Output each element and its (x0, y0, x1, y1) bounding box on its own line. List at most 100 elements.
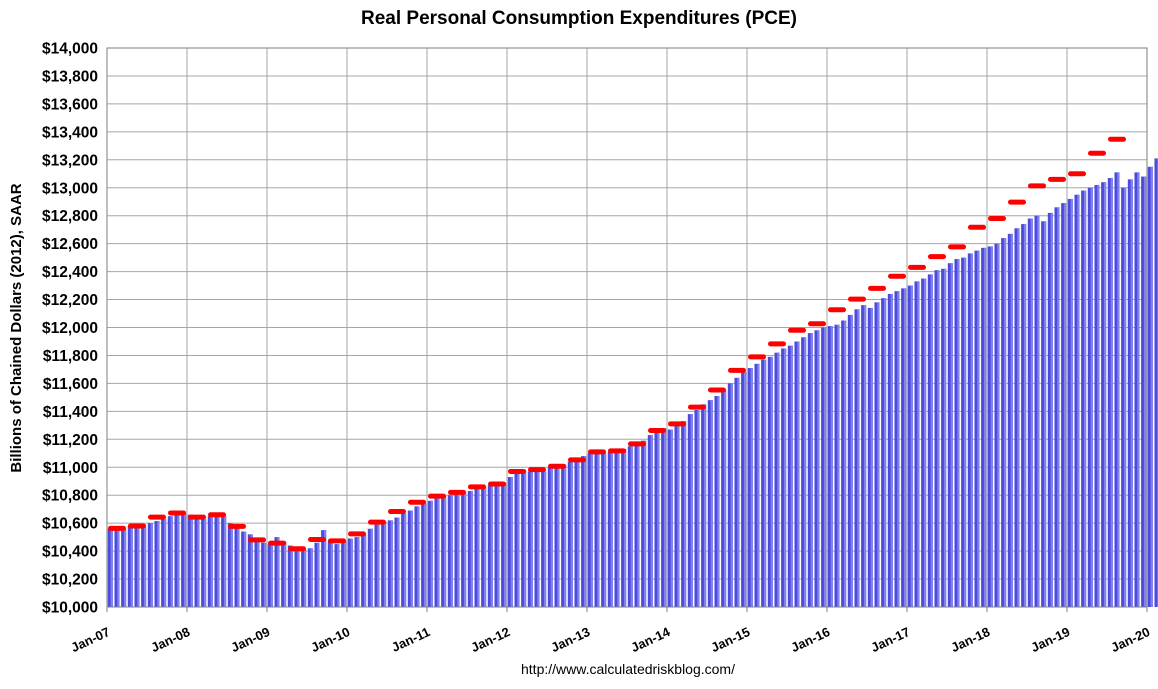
bar (687, 414, 693, 607)
quarterly-marker (788, 327, 806, 333)
bar (654, 430, 660, 607)
quarterly-markers (108, 136, 1126, 552)
bar (947, 263, 953, 607)
bar (434, 497, 440, 607)
quarterly-marker (1088, 150, 1106, 156)
y-tick-label: $11,600 (43, 376, 98, 393)
bar (981, 247, 987, 607)
bar (1047, 212, 1053, 607)
quarterly-marker (428, 493, 446, 499)
y-axis-label: Billions of Chained Dollars (2012), SAAR (8, 183, 25, 472)
y-tick-label: $11,000 (43, 460, 98, 477)
bar (767, 356, 773, 607)
quarterly-marker (548, 463, 566, 469)
bar (854, 309, 860, 607)
bar-series-monthly (107, 158, 1158, 608)
bar (547, 467, 553, 607)
bar (934, 270, 940, 607)
quarterly-marker (468, 484, 486, 490)
quarterly-marker (728, 367, 746, 373)
x-tick-label: Jan-10 (309, 624, 353, 655)
bar (234, 527, 240, 607)
quarterly-marker (968, 224, 986, 230)
bar (454, 493, 460, 607)
bar (641, 440, 647, 607)
bar (1114, 172, 1120, 607)
bar (741, 372, 747, 607)
bar (201, 518, 207, 607)
bar (861, 305, 867, 607)
quarterly-marker (988, 215, 1006, 221)
quarterly-marker (588, 449, 606, 455)
bar (527, 471, 533, 607)
quarterly-marker (908, 264, 926, 270)
bar (1101, 182, 1107, 607)
bar (921, 278, 927, 607)
quarterly-marker (708, 387, 726, 393)
quarterly-marker (508, 468, 526, 474)
bar (194, 517, 200, 607)
bar (381, 521, 387, 607)
x-tick-label: Jan-15 (709, 624, 753, 655)
bar (487, 485, 493, 607)
bar (341, 541, 347, 607)
bar (601, 453, 607, 607)
y-tick-label: $11,200 (43, 432, 98, 449)
bar (807, 333, 813, 607)
bar (794, 341, 800, 607)
quarterly-marker (628, 441, 646, 447)
bar (567, 461, 573, 607)
bar (461, 492, 467, 607)
bar (374, 524, 380, 607)
x-tick-label: Jan-20 (1109, 624, 1153, 655)
bar (627, 446, 633, 607)
x-tick-label: Jan-07 (69, 624, 113, 655)
bar (274, 537, 280, 607)
bar (1034, 215, 1040, 607)
quarterly-marker (768, 341, 786, 347)
quarterly-marker (848, 296, 866, 302)
bar (287, 545, 293, 607)
y-tick-label: $13,600 (42, 96, 98, 113)
bar (1041, 221, 1047, 608)
bar (927, 274, 933, 607)
quarterly-marker (348, 531, 366, 537)
bar (414, 506, 420, 607)
y-tick-label: $13,800 (42, 68, 98, 85)
bar (647, 435, 653, 607)
quarterly-marker (1048, 176, 1066, 182)
y-tick-label: $11,800 (43, 348, 98, 365)
bar (707, 400, 713, 607)
bar (1021, 224, 1027, 607)
bar (1007, 233, 1013, 607)
bar (961, 257, 967, 607)
bar (761, 359, 767, 607)
bar (1127, 179, 1133, 608)
quarterly-marker (128, 523, 146, 529)
quarterly-marker (388, 509, 406, 515)
x-tick-label: Jan-08 (149, 624, 193, 655)
source-url: http://www.calculatedriskblog.com/ (521, 661, 735, 677)
bar (294, 548, 300, 607)
quarterly-marker (368, 519, 386, 525)
bar (321, 530, 327, 607)
bar (427, 500, 433, 607)
bar (907, 285, 913, 607)
bar (227, 523, 233, 607)
chart-title: Real Personal Consumption Expenditures (… (361, 8, 797, 29)
bar (167, 516, 173, 607)
y-tick-label: $12,800 (42, 208, 98, 225)
bar (1001, 238, 1007, 607)
bar (181, 513, 187, 607)
quarterly-marker (828, 307, 846, 313)
bar (134, 525, 140, 607)
bar (541, 471, 547, 607)
y-tick-label: $13,000 (42, 180, 98, 197)
bar (587, 453, 593, 607)
bar (894, 291, 900, 607)
bar (501, 482, 507, 607)
bar (994, 243, 1000, 607)
x-tick-label: Jan-14 (629, 624, 673, 655)
bar (874, 302, 880, 607)
bar (1081, 190, 1087, 608)
